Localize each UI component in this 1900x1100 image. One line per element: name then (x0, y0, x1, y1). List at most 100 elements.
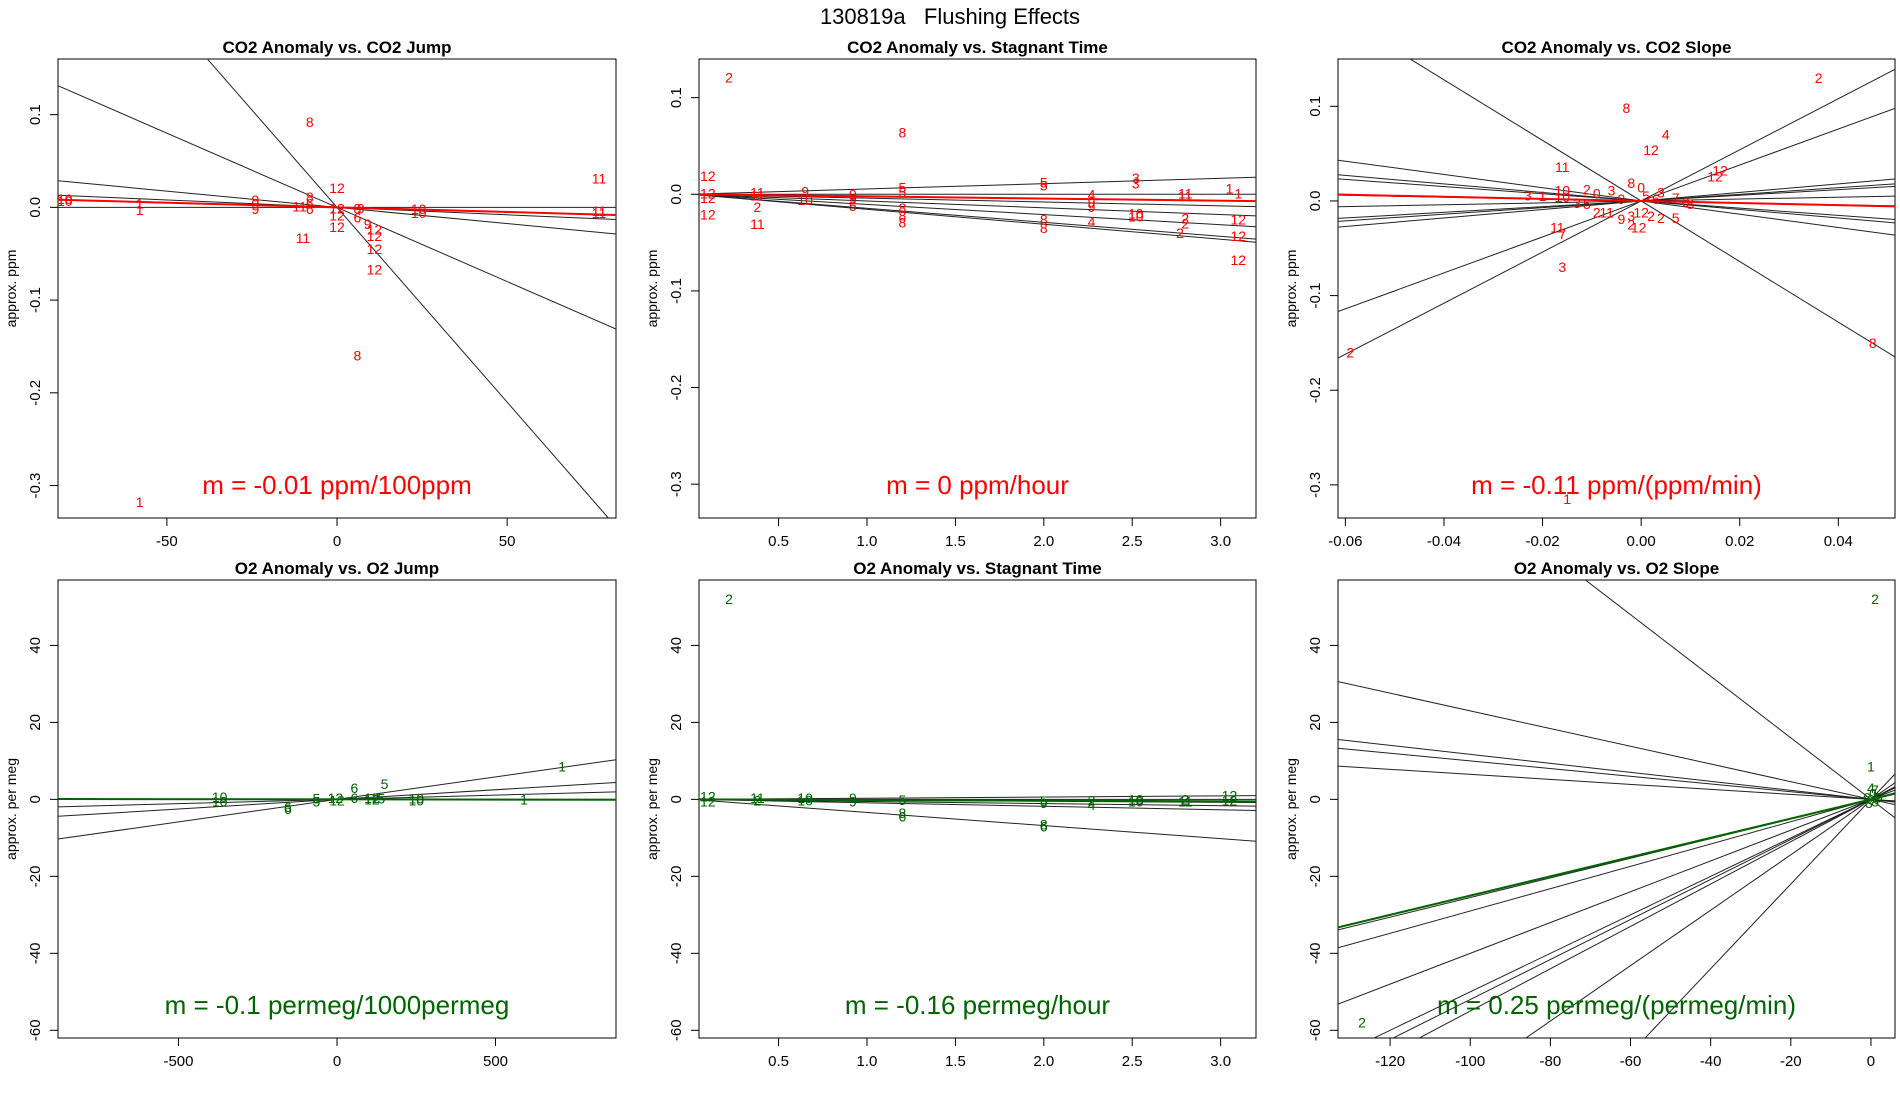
data-point-label: 6 (1652, 191, 1660, 207)
data-point-label: 9 (801, 183, 809, 199)
data-point-label: 12 (1231, 211, 1247, 227)
regression-line (1338, 68, 1895, 359)
data-point-label: 0 (1637, 180, 1645, 196)
data-point-label: 8 (1869, 335, 1877, 351)
data-point-label: 5 (377, 791, 385, 807)
data-point-label: 9 (849, 186, 857, 202)
y-tick-label: 0.1 (668, 87, 685, 108)
x-tick-label: 0 (1867, 1053, 1875, 1070)
data-point-label: 9 (1088, 194, 1096, 210)
data-point-label: 8 (354, 348, 362, 364)
regression-line (699, 193, 1256, 208)
data-point-label: 5 (312, 791, 320, 807)
data-point-label: 2 (753, 199, 761, 215)
data-point-label: 10 (1128, 791, 1144, 807)
slope-annotation: m = -0.16 permeg/hour (845, 990, 1111, 1020)
data-point-label: 4 (1088, 213, 1096, 229)
plot-frame (1337, 58, 1896, 519)
data-point-label: 12 (367, 261, 383, 277)
data-point-label: 10 (797, 790, 813, 806)
y-tick-label: -0.3 (668, 471, 685, 497)
data-point-label: 12 (329, 180, 345, 196)
data-point-label: 1 (1867, 759, 1875, 775)
data-point-label: 5 (1040, 793, 1048, 809)
data-point-label: 12 (1643, 142, 1659, 158)
data-point-label: 4 (1662, 127, 1670, 143)
y-tick-label: -20 (668, 866, 685, 888)
data-point-label: 11 (750, 187, 765, 203)
data-point-label: 8 (306, 114, 314, 130)
data-point-label: 5 (1672, 210, 1680, 226)
x-tick-label: -40 (1700, 1053, 1722, 1070)
data-point-label: 10 (408, 793, 424, 809)
data-point-label: 6 (284, 801, 292, 817)
data-point-label: 5 (849, 198, 857, 214)
data-point-label: 4 (1088, 797, 1096, 813)
x-tick-label: 2.0 (1033, 533, 1054, 550)
data-point-label: 3 (1132, 176, 1140, 192)
regression-line (699, 194, 1256, 228)
figure-title: 130819a Flushing Effects (819, 4, 1081, 29)
y-tick-label: -40 (1307, 942, 1324, 964)
mean-fit-line (1338, 792, 1895, 929)
y-tick-label: -0.2 (668, 375, 685, 401)
y-axis-label: approx. ppm (1283, 250, 1299, 328)
data-point-label: 11 (592, 205, 607, 221)
data-point-label: 8 (306, 189, 314, 205)
y-tick-label: 0 (27, 795, 44, 803)
x-tick-label: -60 (1620, 1053, 1642, 1070)
data-point-label: 8 (1871, 793, 1879, 809)
y-tick-label: -40 (668, 942, 685, 964)
data-point-label: 0 (1869, 786, 1877, 802)
data-point-label: 11 (1555, 159, 1570, 175)
y-tick-label: 0.1 (27, 104, 44, 125)
y-tick-label: 40 (1307, 637, 1324, 654)
y-tick-label: 40 (27, 637, 44, 654)
data-point-label: 3 (1524, 187, 1532, 203)
data-point-label: 12 (364, 791, 380, 807)
data-point-label: 5 (898, 180, 906, 196)
data-point-label: 2 (1657, 210, 1665, 226)
data-point-label: 11 (592, 171, 607, 187)
x-tick-label: 1.5 (945, 1053, 966, 1070)
data-point-label: 11 (292, 198, 307, 214)
x-tick-label: 500 (483, 1053, 508, 1070)
regression-line (1392, 786, 1895, 1038)
mean-fit-line (58, 798, 616, 801)
data-point-label: 1 (558, 759, 566, 775)
data-point-label: 8 (898, 208, 906, 224)
x-tick-label: 2.0 (1033, 1053, 1054, 1070)
data-point-label: 3 (1558, 259, 1566, 275)
data-point-label: 2 (753, 793, 761, 809)
data-point-label: 10 (1554, 183, 1570, 199)
data-point-label: 10 (411, 205, 427, 221)
x-tick-label: -120 (1375, 1053, 1405, 1070)
x-tick-label: 0.04 (1824, 533, 1853, 550)
plot-frame (698, 579, 1257, 1039)
data-point-label: 8 (1622, 100, 1630, 116)
data-point-label: 2 (725, 69, 733, 85)
regression-line (1338, 681, 1895, 806)
y-tick-label: -0.2 (1307, 377, 1324, 403)
data-point-label: 12 (1707, 168, 1723, 184)
slope-annotation: m = -0.01 ppm/100ppm (202, 470, 472, 500)
data-point-label: 11 (750, 790, 765, 806)
regression-line (1338, 789, 1895, 1005)
data-point-label: 2 (1627, 217, 1635, 233)
data-point-label: 9 (251, 196, 259, 212)
data-point-label: 3 (1132, 170, 1140, 186)
panel-title: CO2 Anomaly vs. CO2 Slope (1502, 38, 1732, 57)
x-tick-label: 1.0 (857, 1053, 878, 1070)
x-tick-label: -20 (1780, 1053, 1802, 1070)
data-point-label: 1 (1563, 491, 1571, 507)
x-tick-label: 0 (333, 533, 341, 550)
data-point-label: 8 (898, 214, 906, 230)
y-tick-label: -0.1 (1307, 283, 1324, 309)
x-tick-label: 3.0 (1210, 533, 1231, 550)
regression-line (699, 194, 1256, 240)
data-point-label: 11 (296, 230, 311, 246)
data-point-label: 3 (1608, 183, 1616, 199)
y-axis-label: approx. per meg (3, 758, 19, 860)
data-point-label: 5 (1040, 175, 1048, 191)
